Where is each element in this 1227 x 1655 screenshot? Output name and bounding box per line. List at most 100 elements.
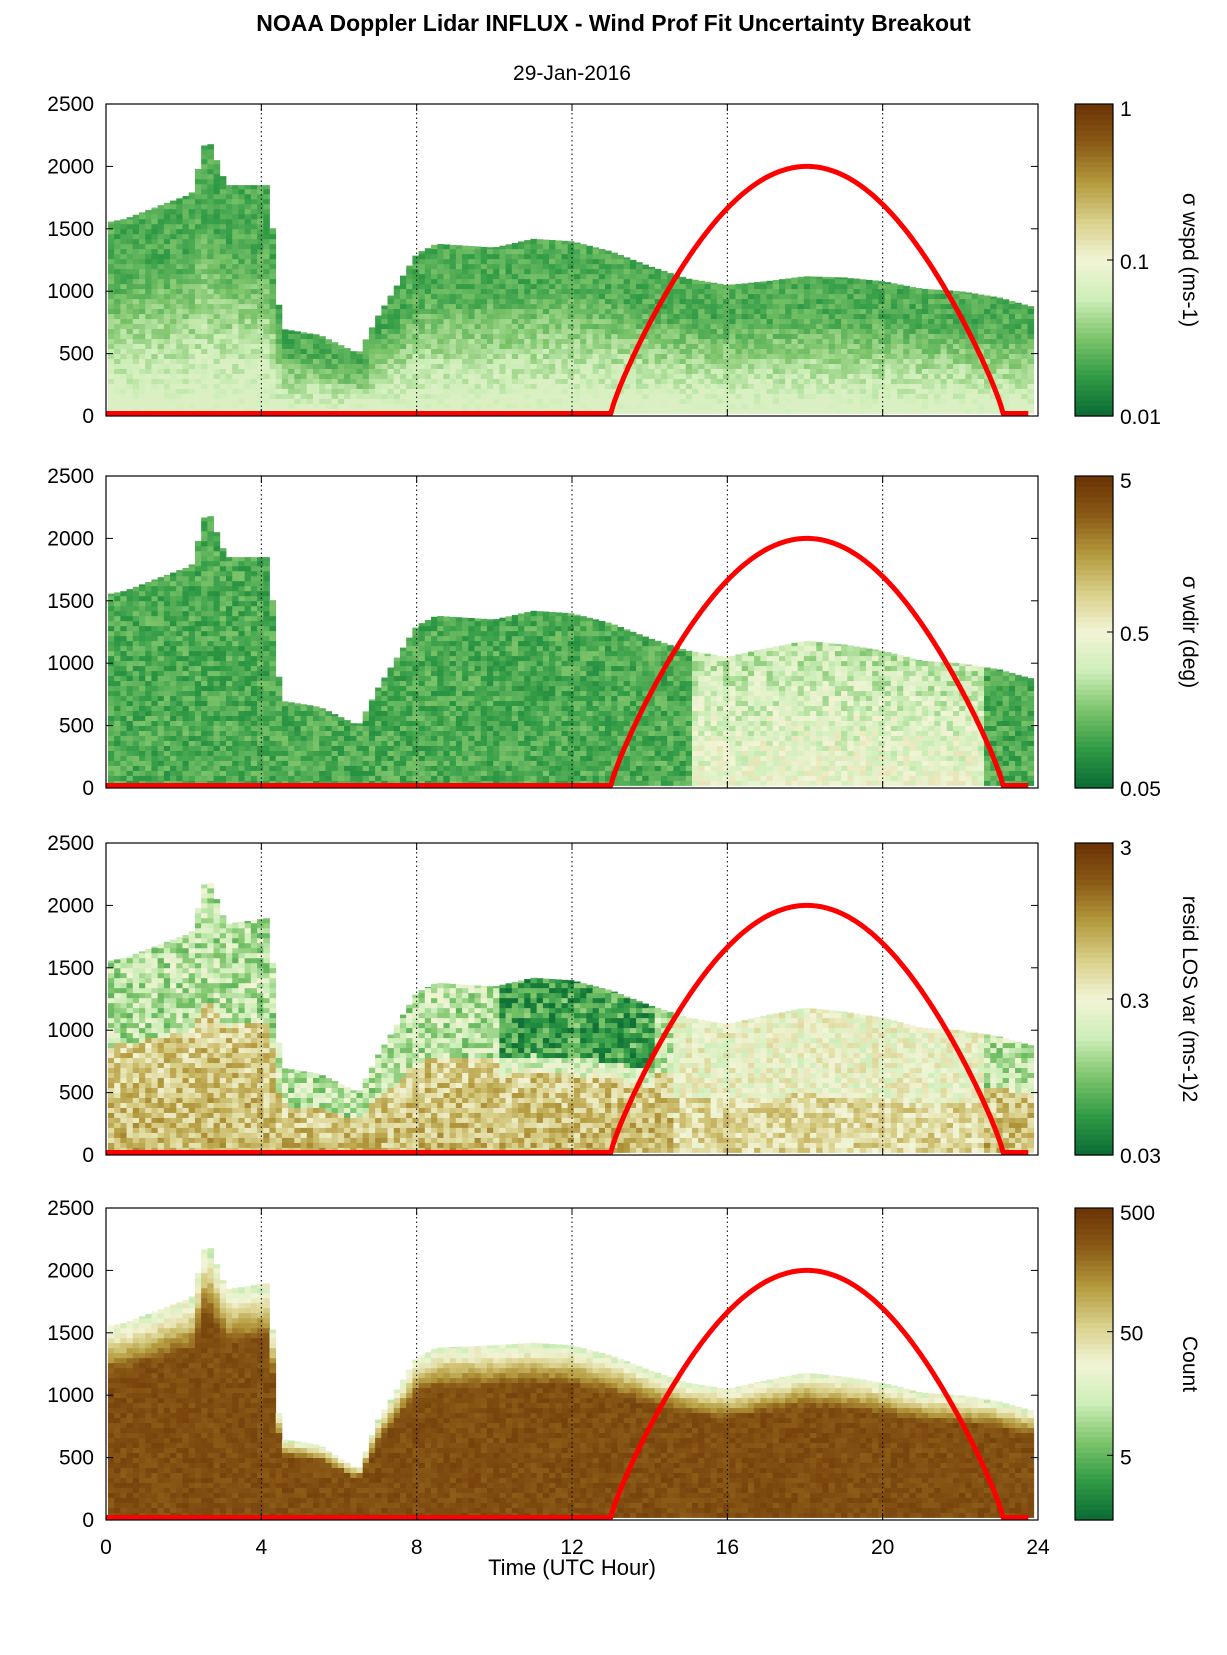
heatmap-cell [219,213,227,220]
heatmap-cell [375,328,382,335]
heatmap-cell [132,383,140,389]
heatmap-cell [157,715,165,722]
heatmap-cell [139,263,146,270]
heatmap-cell [654,338,662,345]
heatmap-cell [145,378,152,384]
heatmap-cell [257,338,264,345]
heatmap-cell [766,348,774,354]
heatmap-cell [480,283,488,290]
heatmap-cell [257,263,264,270]
heatmap-cell [263,388,270,394]
heatmap-cell [791,303,799,310]
heatmap-cell [598,348,606,354]
heatmap-cell [194,213,202,220]
heatmap-cell [505,303,513,310]
heatmap-cell [555,378,562,384]
heatmap-cell [194,318,202,325]
heatmap-cell [642,358,649,364]
heatmap-cell [207,278,214,285]
heatmap-cell [188,358,196,364]
heatmap-cell [120,398,127,404]
heatmap-cell [468,338,475,345]
heatmap-cell [921,343,929,350]
heatmap-cell [505,398,513,404]
heatmap-cell [915,378,923,384]
heatmap-cell [561,343,569,350]
heatmap-cell [1027,338,1035,345]
heatmap-cell [126,605,134,612]
heatmap-cell [915,288,923,290]
colorbar-segment [1075,410,1113,417]
heatmap-cell [157,765,165,771]
heatmap-cell [207,298,214,305]
heatmap-cell [605,318,612,325]
heatmap-cell [791,373,799,379]
heatmap-cell [393,358,401,364]
heatmap-cell [399,303,407,310]
heatmap-cell [132,590,140,597]
heatmap-cell [847,373,854,379]
heatmap-cell [114,388,121,394]
heatmap-cell [598,388,606,394]
heatmap-cell [157,710,165,717]
heatmap-cell [250,288,258,295]
heatmap-cell [946,363,954,369]
heatmap-cell [679,333,687,340]
heatmap-cell [294,338,301,345]
heatmap-cell [710,393,718,399]
heatmap-cell [213,288,221,295]
heatmap-cell [518,378,525,384]
heatmap-cell [797,363,805,369]
colorbar-segment [1075,312,1113,318]
heatmap-cell [126,640,134,647]
heatmap-cell [865,318,873,325]
heatmap-cell [474,248,482,255]
heatmap-cell [114,620,121,627]
heatmap-cell [903,393,910,399]
heatmap-cell [704,353,712,359]
heatmap-cell [1008,303,1016,310]
heatmap-cell [946,303,954,310]
heatmap-cell [636,368,643,374]
heatmap-cell [281,373,289,379]
heatmap-cell [890,283,898,285]
heatmap-cell [760,363,767,369]
heatmap-cell [250,228,258,235]
heatmap-cell [704,288,712,295]
heatmap-cell [281,343,289,350]
heatmap-cell [1015,323,1022,330]
heatmap-cell [132,298,140,305]
heatmap-cell [244,223,252,230]
heatmap-cell [723,303,730,310]
heatmap-cell [660,398,668,404]
heatmap-cell [977,373,985,379]
heatmap-cell [505,288,513,295]
heatmap-cell [797,358,805,364]
heatmap-cell [368,338,376,345]
heatmap-cell [959,378,966,384]
colorbar-segment [1075,202,1113,209]
heatmap-cell [107,705,115,712]
heatmap-cell [692,373,699,379]
heatmap-cell [244,228,252,235]
heatmap-cell [803,363,811,369]
heatmap-cell [580,383,587,389]
heatmap-cell [741,393,749,399]
heatmap-cell [524,323,531,330]
heatmap-cell [679,298,687,305]
heatmap-cell [493,313,500,320]
heatmap-cell [642,318,649,325]
heatmap-cell [244,318,252,325]
heatmap-cell [816,373,823,379]
heatmap-cell [114,313,121,320]
heatmap-cell [493,268,500,275]
heatmap-cell [940,298,948,305]
heatmap-cell [586,248,593,255]
heatmap-cell [530,298,538,305]
heatmap-cell [257,323,264,330]
heatmap-cell [642,278,649,285]
heatmap-cell [679,328,687,335]
heatmap-cell [611,368,618,374]
heatmap-cell [785,358,792,364]
heatmap-cell [648,278,656,285]
